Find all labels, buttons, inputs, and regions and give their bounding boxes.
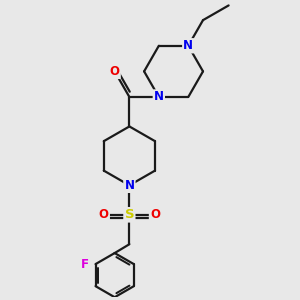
Text: O: O bbox=[110, 65, 120, 78]
Text: N: N bbox=[154, 91, 164, 103]
Text: O: O bbox=[150, 208, 160, 221]
Text: N: N bbox=[183, 39, 193, 52]
Text: N: N bbox=[124, 179, 134, 192]
Text: O: O bbox=[99, 208, 109, 221]
Text: F: F bbox=[81, 258, 89, 271]
Text: S: S bbox=[124, 208, 134, 221]
